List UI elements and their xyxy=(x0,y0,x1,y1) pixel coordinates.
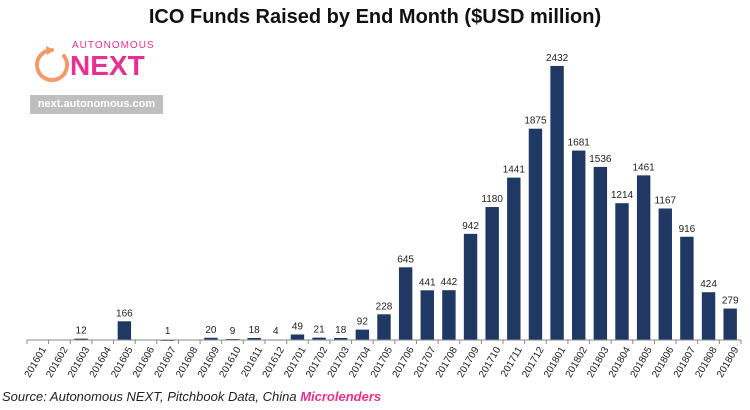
data-label-201708: 442 xyxy=(441,277,458,288)
bar-201807 xyxy=(680,236,694,340)
bar-201609 xyxy=(204,337,218,340)
bar-201706 xyxy=(398,267,413,340)
data-label-201603: 12 xyxy=(76,326,88,337)
data-label-201612: 4 xyxy=(273,326,279,337)
autonomous-next-logo: AUTONOMOUS NEXT xyxy=(30,34,180,94)
source-text: Source: Autonomous NEXT, Pitchbook Data,… xyxy=(2,389,301,404)
bar-201802 xyxy=(572,150,586,340)
bar-201703 xyxy=(334,337,348,340)
logo-url: next.autonomous.com xyxy=(30,95,163,114)
bar-201808 xyxy=(701,292,716,340)
bar-201804 xyxy=(615,203,629,340)
data-label-201803: 1536 xyxy=(589,154,612,165)
bar-201707 xyxy=(420,290,434,340)
bar-201605 xyxy=(117,321,132,340)
data-label-201704: 92 xyxy=(357,317,369,328)
bar-201711 xyxy=(507,177,521,340)
data-label-201802: 1681 xyxy=(568,138,591,149)
bar-201603 xyxy=(74,338,88,340)
data-label-201807: 916 xyxy=(679,224,696,235)
bar-201701 xyxy=(290,334,305,340)
bar-201709 xyxy=(463,233,478,340)
data-label-201709: 942 xyxy=(462,221,479,232)
data-label-201711: 1441 xyxy=(503,165,526,176)
bar-201805 xyxy=(636,175,651,340)
data-label-201605: 166 xyxy=(116,308,133,319)
bar-201708 xyxy=(442,290,456,340)
bar-201705 xyxy=(377,314,391,340)
data-label-201705: 228 xyxy=(376,301,393,312)
data-label-201806: 1167 xyxy=(655,195,677,206)
bar-201801 xyxy=(550,65,564,341)
bar-201806 xyxy=(658,208,672,340)
chart-title: ICO Funds Raised by End Month ($USD mill… xyxy=(148,6,602,28)
data-label-201804: 1214 xyxy=(611,190,634,201)
bar-201610 xyxy=(225,338,240,340)
data-label-201710: 1180 xyxy=(481,194,503,205)
source-highlight: Microlenders xyxy=(300,389,382,404)
bar-201702 xyxy=(312,337,326,340)
bar-201803 xyxy=(593,166,608,340)
data-label-201702: 21 xyxy=(314,325,326,336)
bar-201710 xyxy=(485,207,499,340)
data-label-201808: 424 xyxy=(700,279,717,290)
bar-201611 xyxy=(247,337,261,340)
data-label-201703: 18 xyxy=(335,325,347,336)
logo-main-text: NEXT xyxy=(70,50,145,81)
data-label-201712: 1875 xyxy=(524,116,547,127)
bar-chart: 2016012016021220160320160416620160520160… xyxy=(23,53,742,380)
bar-201809 xyxy=(723,308,737,340)
data-label-201607: 1 xyxy=(165,326,171,337)
data-label-201809: 279 xyxy=(722,296,739,307)
x-tick-label-201809: 201809 xyxy=(715,345,741,380)
data-label-201701: 49 xyxy=(292,321,304,332)
bar-201704 xyxy=(355,329,370,340)
data-label-201706: 645 xyxy=(397,254,414,265)
source-note: Source: Autonomous NEXT, Pitchbook Data,… xyxy=(2,389,381,404)
data-label-201610: 9 xyxy=(230,326,236,337)
data-label-201611: 18 xyxy=(249,325,261,336)
data-label-201801: 2432 xyxy=(546,53,569,64)
logo-top-text: AUTONOMOUS xyxy=(72,40,155,51)
circular-arrow-icon xyxy=(35,46,69,82)
data-label-201609: 20 xyxy=(205,325,217,336)
data-label-201707: 441 xyxy=(419,277,436,288)
bar-201712 xyxy=(528,128,543,340)
data-label-201805: 1461 xyxy=(633,162,656,173)
